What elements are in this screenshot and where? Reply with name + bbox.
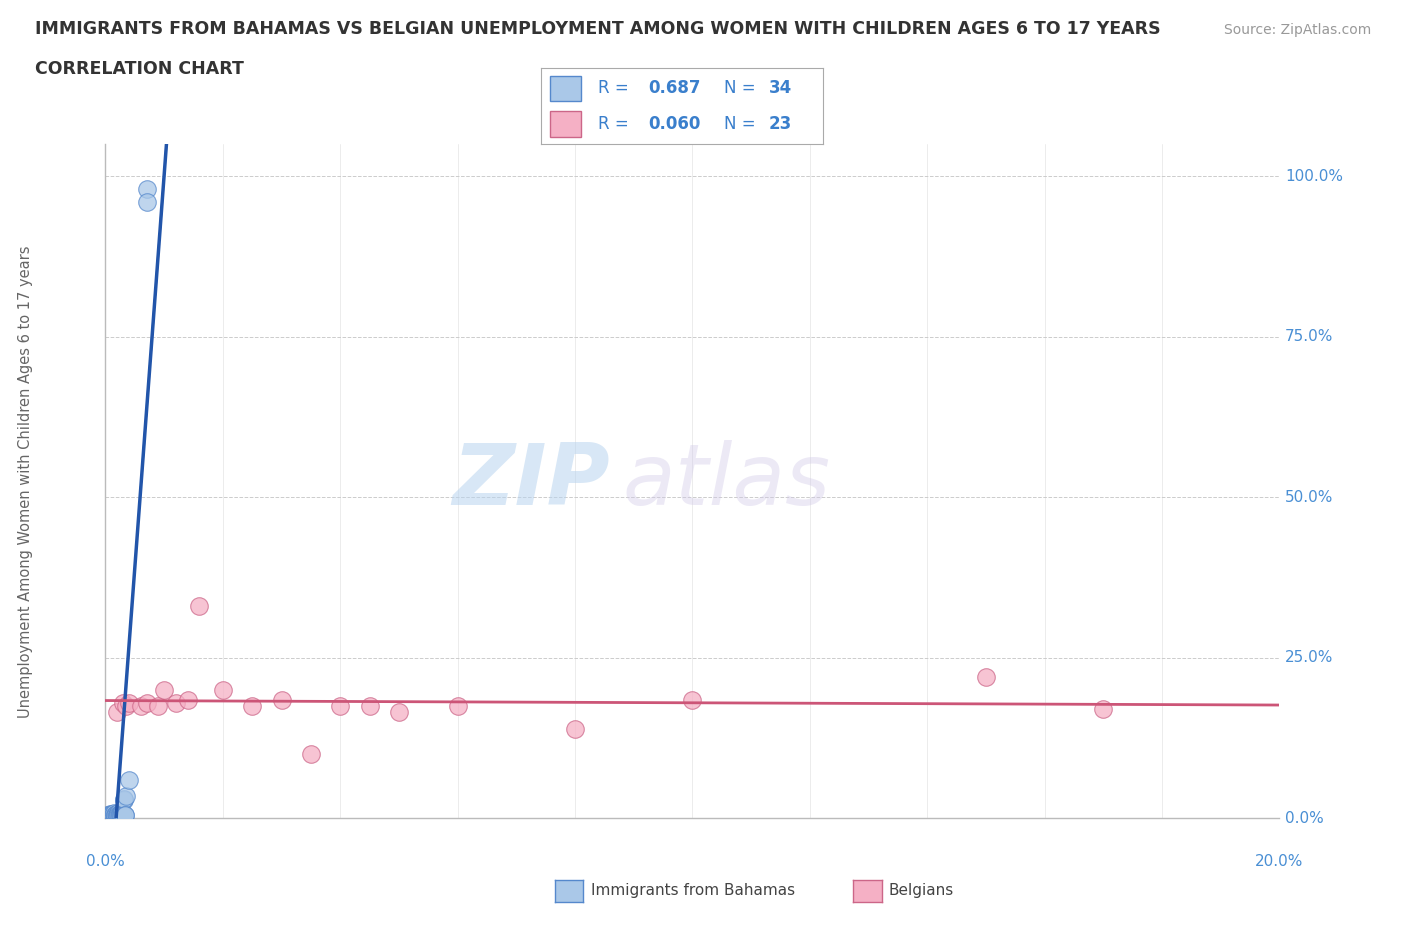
Text: Source: ZipAtlas.com: Source: ZipAtlas.com [1223,23,1371,37]
Point [165,696,187,711]
Point [188,599,211,614]
Point [118,696,141,711]
Point [359,698,381,713]
Text: CORRELATION CHART: CORRELATION CHART [35,60,245,78]
Point [112,791,135,806]
Text: R =: R = [598,114,628,133]
Point [101,808,124,823]
Text: 0.0%: 0.0% [1285,811,1324,826]
Point [107,805,129,820]
Point [97,808,120,823]
Text: 100.0%: 100.0% [1285,168,1343,184]
Text: 0.060: 0.060 [648,114,700,133]
Text: N =: N = [724,79,755,98]
Point [98,808,121,823]
Point [148,698,170,713]
Point [108,808,131,823]
Point [135,194,157,209]
Point [111,804,134,819]
Point [211,683,233,698]
Text: 34: 34 [769,79,793,98]
Point [108,806,131,821]
Point [105,705,128,720]
Point [299,747,322,762]
Point [110,808,132,823]
Point [111,808,134,823]
Point [108,808,131,823]
FancyBboxPatch shape [550,111,581,137]
Point [100,808,122,823]
Point [98,808,121,823]
Text: atlas: atlas [621,440,830,523]
Point [115,698,138,713]
Point [240,698,263,713]
Point [270,692,292,707]
Point [118,773,141,788]
Point [153,683,176,698]
Text: 23: 23 [769,114,793,133]
Point [564,721,586,736]
Text: Belgians: Belgians [889,884,953,898]
Point [682,692,704,707]
Point [135,181,157,196]
Text: 75.0%: 75.0% [1285,329,1333,344]
Text: ZIP: ZIP [453,440,610,523]
Text: IMMIGRANTS FROM BAHAMAS VS BELGIAN UNEMPLOYMENT AMONG WOMEN WITH CHILDREN AGES 6: IMMIGRANTS FROM BAHAMAS VS BELGIAN UNEMP… [35,20,1161,38]
Point [112,808,135,823]
Point [105,806,128,821]
Point [100,808,122,823]
Point [105,808,128,823]
Text: 20.0%: 20.0% [1256,854,1303,869]
Text: 25.0%: 25.0% [1285,650,1333,665]
Point [114,808,136,823]
Point [98,806,121,821]
Point [974,670,997,684]
Text: 0.687: 0.687 [648,79,700,98]
Point [103,805,125,820]
Text: N =: N = [724,114,755,133]
Point [104,808,127,823]
Point [101,808,124,823]
Text: 0.0%: 0.0% [86,854,125,869]
Point [104,808,127,823]
Point [103,807,125,822]
Point [388,705,411,720]
Text: Immigrants from Bahamas: Immigrants from Bahamas [591,884,794,898]
Point [129,698,152,713]
Point [112,793,135,808]
Point [446,698,468,713]
Point [112,696,135,711]
Point [329,698,352,713]
Point [135,696,157,711]
Point [105,808,128,823]
Text: 50.0%: 50.0% [1285,490,1333,505]
Text: R =: R = [598,79,628,98]
Point [176,692,198,707]
Text: Unemployment Among Women with Children Ages 6 to 17 years: Unemployment Among Women with Children A… [18,245,32,718]
FancyBboxPatch shape [550,75,581,101]
Point [114,808,136,823]
Point [107,808,129,823]
Point [1092,702,1115,717]
Point [115,789,138,804]
Point [110,808,132,823]
Point [101,806,124,821]
